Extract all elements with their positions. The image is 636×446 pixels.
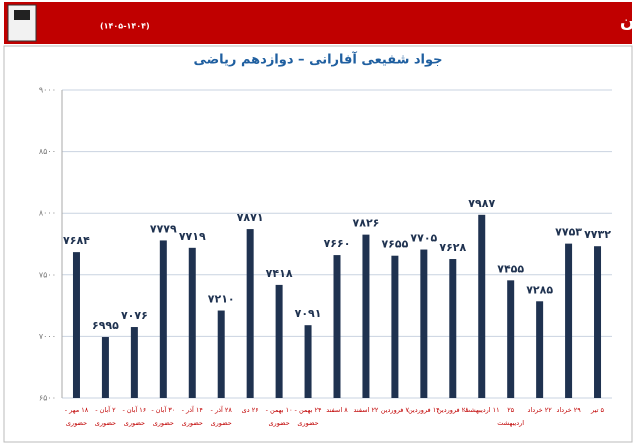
bar bbox=[72, 252, 80, 398]
bar bbox=[420, 249, 428, 398]
x-tick-label: ۱۴ آذر - bbox=[182, 405, 204, 414]
x-tick-label: حضوری bbox=[182, 419, 203, 427]
y-tick-label: ۸۰۰۰ bbox=[39, 209, 56, 218]
y-tick-label: ۷۵۰۰ bbox=[39, 270, 56, 279]
title-note: (۱۴۰۵-۱۴۰۴) bbox=[100, 22, 150, 31]
x-tick-label: ۲۵ bbox=[507, 406, 514, 414]
value-label: ۷۲۸۵ bbox=[526, 283, 553, 296]
x-tick-label: ۷ فروردین bbox=[381, 406, 410, 414]
x-tick-label: ۲۸ فروردین bbox=[437, 406, 469, 414]
x-tick-label: حضوری bbox=[153, 419, 174, 427]
x-tick-label: ۱۱ اردیبهشت bbox=[464, 406, 500, 414]
value-label: ۷۶۶۰ bbox=[324, 237, 351, 250]
value-label: ۷۲۱۰ bbox=[208, 293, 235, 306]
x-tick-label: ۸ اسفند bbox=[326, 406, 348, 414]
value-label: ۷۸۲۶ bbox=[353, 217, 380, 230]
bar bbox=[594, 246, 602, 398]
x-tick-label: ۲۹ خرداد bbox=[556, 406, 581, 414]
chart-frame bbox=[3, 45, 633, 443]
bar bbox=[159, 240, 167, 398]
value-label: ۷۹۸۷ bbox=[468, 197, 495, 210]
bar bbox=[275, 284, 283, 398]
bar bbox=[246, 229, 254, 398]
value-label: ۷۷۵۳ bbox=[555, 226, 582, 239]
bar bbox=[507, 280, 515, 398]
x-tick-label: حضوری bbox=[124, 419, 145, 427]
x-tick-label: اردیبهشت bbox=[497, 419, 524, 427]
value-label: ۷۷۰۵ bbox=[410, 232, 437, 245]
y-tick-label: ۹۰۰۰ bbox=[39, 86, 56, 95]
x-tick-label: حضوری bbox=[66, 419, 87, 427]
x-tick-label: ۱۴ فروردین bbox=[408, 406, 440, 414]
bar bbox=[449, 259, 457, 398]
bar bbox=[565, 243, 573, 398]
bar bbox=[188, 247, 196, 398]
x-tick-label: ۱۶ آبان - bbox=[122, 405, 146, 414]
value-label: ۷۶۲۸ bbox=[439, 241, 466, 254]
bar bbox=[536, 301, 544, 398]
x-tick-label: ۲۸ آذر - bbox=[211, 405, 233, 414]
logo-mark bbox=[14, 10, 30, 20]
title-bar bbox=[4, 2, 632, 44]
value-label: ۷۴۵۵ bbox=[497, 262, 524, 275]
value-label: ۷۰۷۶ bbox=[121, 309, 148, 322]
bar bbox=[130, 327, 138, 398]
x-tick-label: حضوری bbox=[297, 419, 318, 427]
value-label: ۷۶۵۵ bbox=[381, 238, 408, 251]
x-tick-label: ۳۰ آبان - bbox=[151, 405, 175, 414]
bar bbox=[217, 310, 225, 398]
y-tick-label: ۷۰۰۰ bbox=[39, 332, 56, 341]
bar bbox=[101, 337, 109, 398]
bar bbox=[304, 325, 312, 398]
x-tick-label: ۲۶ دی bbox=[242, 406, 259, 414]
value-label: ۷۴۱۸ bbox=[266, 267, 293, 280]
value-label: ۷۶۸۴ bbox=[63, 234, 90, 247]
x-tick-label: ۵ تیر bbox=[590, 406, 604, 414]
bar bbox=[478, 214, 486, 398]
bar bbox=[391, 255, 399, 398]
value-label: ۷۷۷۹ bbox=[150, 222, 177, 235]
y-tick-label: ۶۵۰۰ bbox=[39, 394, 56, 403]
bar bbox=[362, 234, 370, 398]
x-tick-label: ۱۸ مهر - bbox=[65, 406, 89, 414]
chart-subtitle: جواد شفیعی آفارانی – دوازدهم ریاضی bbox=[193, 51, 442, 68]
value-label: ۷۰۹۱ bbox=[295, 307, 322, 320]
y-tick-label: ۸۵۰۰ bbox=[39, 147, 56, 156]
value-label: ۷۷۳۲ bbox=[584, 228, 611, 241]
x-tick-label: ۱۰ بهمن - bbox=[266, 406, 293, 414]
chart-title: نمودار تراز کل سال دوازدهم در آزمون های … bbox=[620, 10, 636, 32]
value-label: ۷۸۷۱ bbox=[237, 211, 264, 224]
value-label: ۶۹۹۵ bbox=[92, 319, 119, 332]
x-tick-label: ۲ آبان - bbox=[95, 405, 116, 414]
x-tick-label: حضوری bbox=[211, 419, 232, 427]
x-tick-label: ۲۲ خرداد bbox=[528, 406, 553, 414]
value-label: ۷۷۱۹ bbox=[179, 230, 206, 243]
x-tick-label: ۲۴ بهمن - bbox=[295, 406, 322, 414]
x-tick-label: ۲۲ اسفند bbox=[353, 406, 378, 414]
x-tick-label: حضوری bbox=[95, 419, 116, 427]
x-tick-label: حضوری bbox=[268, 419, 289, 427]
bar bbox=[333, 255, 341, 398]
